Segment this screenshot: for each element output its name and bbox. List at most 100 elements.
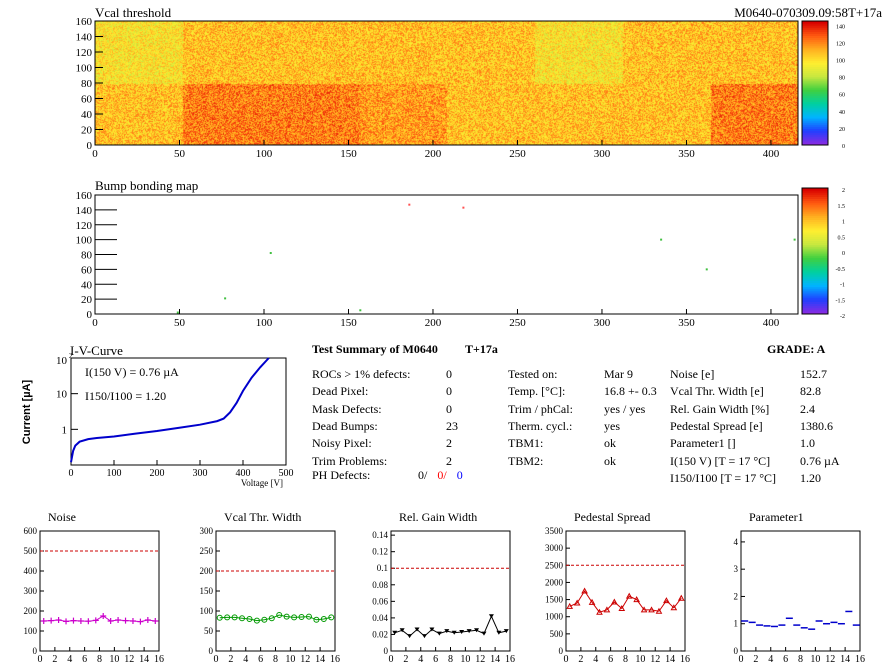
iv-frame — [70, 357, 287, 466]
colorbar-segment — [802, 215, 828, 218]
param-value: 1.20 — [800, 470, 821, 485]
colorbar-segment — [802, 213, 828, 216]
colorbar-segment — [802, 80, 828, 84]
data-point — [573, 599, 581, 606]
data-point — [618, 604, 626, 611]
colorbar-label: 40 — [839, 110, 845, 116]
y-tick-label: 100 — [200, 606, 214, 616]
panel-title: Vcal Thr. Width — [224, 510, 301, 524]
data-point — [640, 606, 648, 613]
colorbar-segment — [802, 255, 828, 258]
y-tick-label: 1 — [62, 424, 68, 436]
data-point — [246, 616, 253, 622]
x-tick-label: 16 — [154, 654, 164, 665]
info-label: Trim / phCal: — [508, 401, 573, 416]
data-point — [474, 628, 480, 633]
param-value: 0.76 µA — [800, 453, 840, 468]
colorbar-segment — [802, 68, 828, 72]
colorbar-label: -2 — [840, 314, 845, 320]
colorbar-segment — [802, 305, 828, 309]
x-tick-label: 12 — [650, 654, 660, 665]
data-point — [137, 618, 144, 625]
colorbar-label: 120 — [836, 41, 845, 47]
colorbar-label: 140 — [836, 24, 845, 30]
info-value: 16.8 +- 0.3 — [604, 384, 657, 399]
colorbar-segment — [802, 107, 828, 111]
colorbar-segment — [802, 58, 828, 61]
y-tick-label: 40 — [81, 109, 93, 121]
colorbar-segment — [802, 21, 828, 24]
colorbar-segment — [802, 272, 828, 275]
y-tick-label: 60 — [81, 94, 93, 106]
colorbar-segment — [802, 95, 828, 98]
colorbar-segment — [802, 290, 828, 294]
data-point — [313, 616, 320, 623]
y-tick-label: 400 — [24, 566, 38, 576]
data-point — [503, 629, 509, 634]
data-point — [596, 608, 603, 615]
iv-annotation-ratio: I150/I100 = 1.20 — [85, 389, 166, 403]
colorbar-segment — [802, 301, 828, 304]
param-value: 1380.6 — [800, 418, 833, 433]
colorbar-segment — [802, 194, 828, 197]
y-tick-label: 160 — [76, 190, 93, 202]
y-tick-label: 80 — [81, 78, 93, 90]
data-point — [92, 617, 99, 624]
colorbar-segment — [802, 97, 828, 101]
x-tick-label: 10 — [460, 654, 470, 665]
y-tick-label: 120 — [76, 47, 93, 59]
x-tick-label: 6 — [82, 654, 87, 665]
colorbar-segment — [802, 242, 828, 246]
y-tick-label: 0 — [87, 140, 93, 152]
data-point — [459, 629, 465, 634]
defect-value: 0 — [446, 367, 452, 381]
param-label: Parameter1 [] — [670, 436, 736, 451]
defect-value: 2 — [446, 453, 452, 468]
x-tick-label: 12 — [825, 654, 835, 665]
x-tick-label: 200 — [150, 468, 165, 479]
colorbar-segment — [802, 54, 828, 57]
y-tick-label: 300 — [200, 526, 214, 536]
colorbar-segment — [802, 31, 828, 34]
colorbar-segment — [802, 284, 828, 288]
defect-label: Dead Pixel: — [312, 384, 369, 399]
data-point — [581, 587, 588, 594]
panel-frame — [39, 530, 160, 652]
colorbar-segment — [802, 196, 828, 199]
dead-bump-point — [176, 311, 179, 314]
ph-defect-value: 0 — [456, 468, 463, 482]
y-tick-label: 600 — [24, 526, 38, 536]
data-point — [122, 617, 129, 624]
colorbar-segment — [802, 60, 828, 63]
series-line — [43, 615, 156, 623]
y-tick-label: 160 — [76, 16, 93, 28]
colorbar-segment — [802, 286, 828, 290]
x-tick-label: 150 — [340, 317, 357, 329]
x-tick-label: 100 — [256, 148, 273, 160]
colorbar-segment — [802, 309, 828, 313]
x-tick-label: 12 — [124, 654, 134, 665]
colorbar-segment — [802, 33, 828, 36]
colorbar-segment — [802, 265, 828, 269]
data-point — [466, 629, 472, 634]
colorbar-segment — [802, 257, 828, 260]
colorbar-segment — [802, 124, 828, 127]
info-label: Tested on: — [508, 367, 558, 381]
x-tick-label: 16 — [330, 654, 340, 665]
iv-title: I-V-Curve — [70, 343, 123, 358]
data-point — [231, 614, 238, 621]
colorbar-segment — [802, 263, 828, 267]
y-tick-label: 3000 — [545, 543, 564, 553]
y-tick-label: 2500 — [545, 560, 564, 570]
colorbar-segment — [802, 126, 828, 129]
colorbar-segment — [802, 138, 828, 142]
x-tick-label: 200 — [425, 148, 442, 160]
y-tick-label: 500 — [550, 629, 564, 639]
x-tick-label: 6 — [783, 654, 788, 665]
y-tick-label: 100 — [24, 626, 38, 636]
colorbar-label: 2 — [842, 188, 845, 194]
y-tick-label: 60 — [81, 264, 93, 276]
colorbar-segment — [802, 251, 828, 254]
x-tick-label: 250 — [509, 148, 526, 160]
colorbar-segment — [802, 219, 828, 223]
